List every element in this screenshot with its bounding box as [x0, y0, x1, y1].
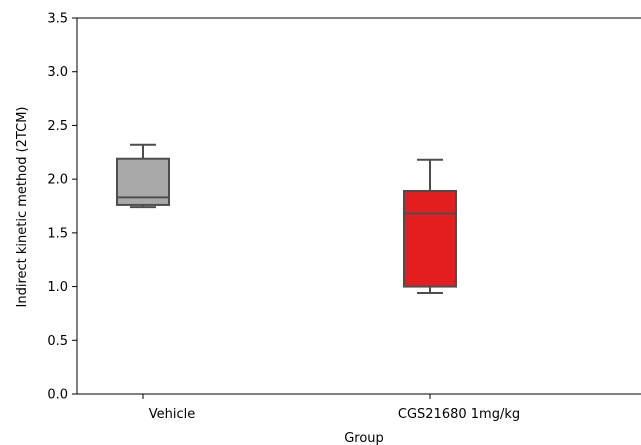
y-tick-label: 1.0: [47, 280, 68, 295]
y-axis-label: Indirect kinetic method (2TCM): [15, 107, 30, 308]
y-tick-label: 2.0: [47, 173, 68, 188]
x-tick-label: CGS21680 1mg/kg: [398, 407, 520, 422]
x-axis-label: Group: [344, 431, 384, 445]
box-2: [403, 158, 457, 295]
box-series: [116, 143, 457, 295]
y-tick-label: 2.5: [47, 119, 68, 134]
y-tick-label: 0.5: [47, 334, 68, 349]
x-tick-label: Vehicle: [149, 407, 196, 422]
y-tick-label: 0.0: [47, 388, 68, 403]
y-tick-label: 3.5: [47, 12, 68, 27]
y-tick-label: 1.5: [47, 226, 68, 241]
axes: 0.0 0.5 1.0 1.5 2.0 2.5 3.0 3.5 Vehicle CGS21680 …: [47, 12, 641, 422]
y-tick-label: 3.0: [47, 65, 68, 80]
box-body: [403, 189, 457, 288]
box-1: [116, 143, 170, 209]
